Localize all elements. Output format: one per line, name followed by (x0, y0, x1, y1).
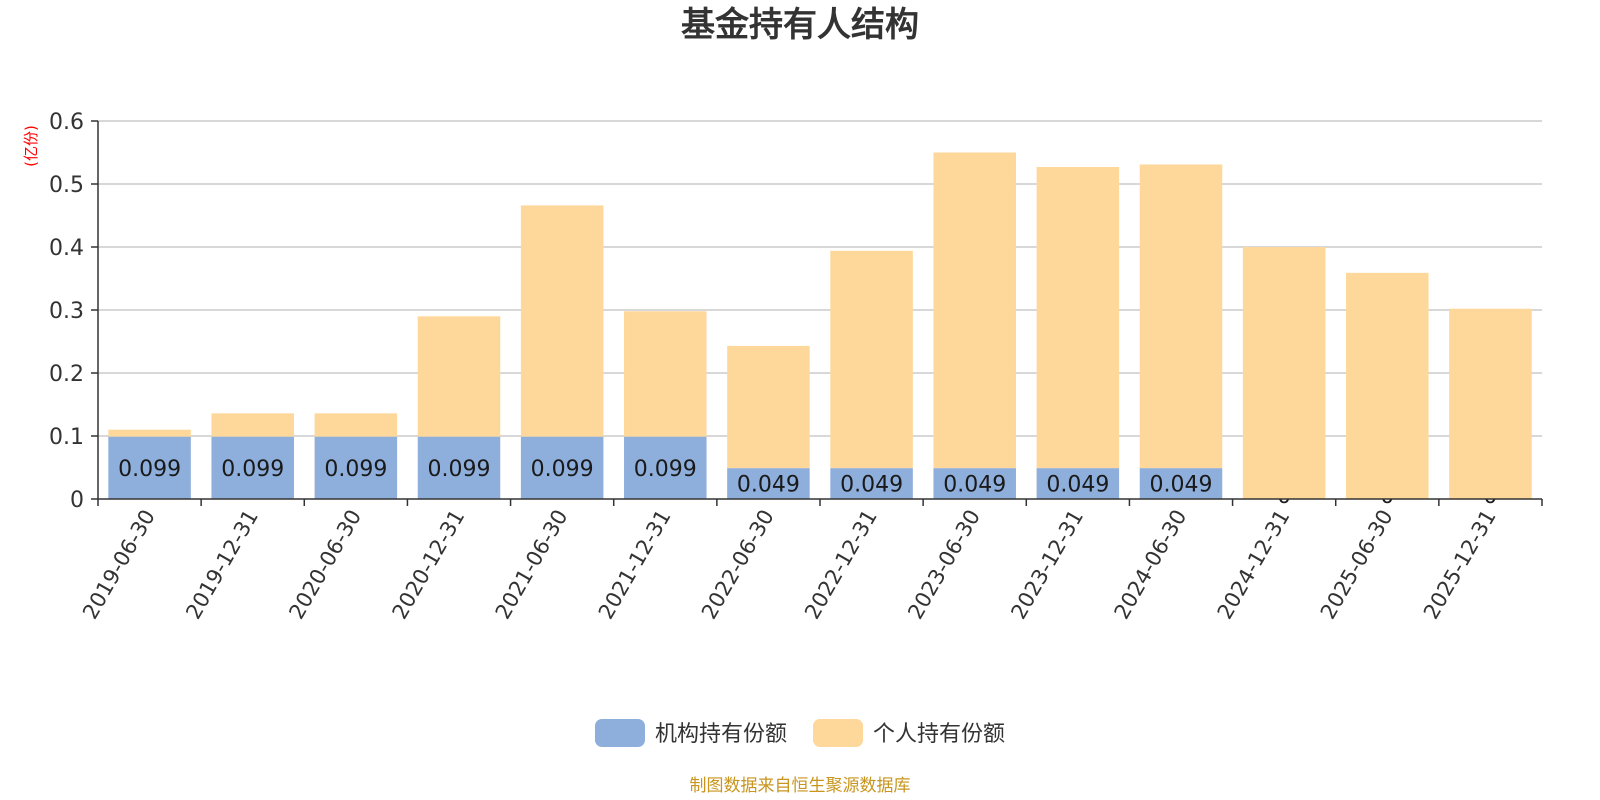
legend-item-institutional[interactable]: 机构持有份额 (594, 719, 787, 747)
chart-title: 基金持有人结构 (681, 5, 919, 45)
bar-institutional (211, 436, 294, 499)
bar-individual (108, 429, 191, 437)
x-tick-label: 2024-12-31 (1213, 506, 1295, 624)
bar-data-label: 0.049 (1150, 473, 1213, 498)
bar-individual (624, 311, 707, 437)
x-tick-label: 2021-12-31 (594, 506, 676, 624)
x-tick-label: 2025-12-31 (1419, 506, 1501, 624)
y-axis-unit-label: (亿份) (22, 125, 40, 167)
y-tick-label: 0.4 (49, 236, 84, 261)
x-tick-label: 2020-12-31 (388, 506, 470, 624)
bar-institutional (1139, 468, 1223, 499)
x-tick-label: 2021-06-30 (491, 506, 573, 624)
bar-institutional (314, 436, 398, 499)
bar-data-label: 0.099 (118, 457, 181, 482)
bar-institutional (520, 436, 604, 499)
bar-institutional (933, 468, 1016, 499)
bar-individual (417, 316, 501, 437)
bar-individual (830, 250, 913, 469)
bar-individual (314, 413, 398, 437)
data-source-note: 制图数据来自恒生聚源数据库 (690, 776, 911, 796)
bar-institutional (108, 436, 191, 499)
y-tick-label: 0.3 (49, 299, 84, 324)
bar-data-label: 0.049 (943, 473, 1006, 498)
x-tick-label: 2023-12-31 (1006, 506, 1088, 624)
legend-swatch (594, 719, 645, 747)
bar-institutional (417, 436, 501, 499)
x-tick-label: 2020-06-30 (284, 506, 366, 624)
bar-individual (520, 205, 604, 437)
legend-label: 机构持有份额 (655, 722, 787, 747)
bar-data-label: 0.099 (221, 457, 284, 482)
bar-individual (1346, 272, 1429, 499)
bar-data-label: 0.049 (737, 473, 800, 498)
legend-label: 个人持有份额 (873, 722, 1005, 747)
x-tick-label: 2022-06-30 (697, 506, 779, 624)
x-tick-label: 2023-06-30 (903, 506, 985, 624)
bar-data-label: 0.049 (840, 473, 903, 498)
x-tick-label: 2019-12-31 (181, 506, 263, 624)
x-tick-label: 2024-06-30 (1110, 506, 1192, 624)
bar-institutional (830, 468, 913, 499)
bar-individual (1036, 166, 1120, 469)
x-tick-label: 2025-06-30 (1316, 506, 1398, 624)
bar-individual (727, 345, 810, 469)
bar-individual (933, 152, 1016, 469)
x-tick-label: 2019-06-30 (78, 506, 160, 624)
y-tick-label: 0.5 (49, 173, 84, 198)
bar-individual (211, 413, 294, 437)
bar-data-label: 0.099 (531, 457, 594, 482)
y-tick-label: 0.1 (49, 425, 84, 450)
bar-data-label: 0.099 (428, 457, 491, 482)
bar-individual (1449, 308, 1532, 499)
y-tick-label: 0 (70, 488, 84, 513)
bar-individual (1139, 164, 1223, 469)
bar-institutional (624, 436, 707, 499)
bar-institutional (1036, 468, 1120, 499)
y-tick-label: 0.6 (49, 110, 84, 135)
bar-institutional (727, 468, 810, 499)
bar-individual (1242, 247, 1326, 499)
x-tick-label: 2022-12-31 (800, 506, 882, 624)
legend: 机构持有份额 个人持有份额 (594, 719, 1005, 747)
bar-data-label: 0.049 (1046, 473, 1109, 498)
bars-group: 0.099 0.099 0.099 0.099 0.099 0.099 0.049 0.049… (108, 152, 1532, 509)
bar-data-label: 0.099 (324, 457, 387, 482)
y-tick-label: 0.2 (49, 362, 84, 387)
bar-data-label: 0.099 (634, 457, 697, 482)
legend-swatch (813, 719, 863, 747)
legend-item-individual[interactable]: 个人持有份额 (813, 719, 1005, 747)
